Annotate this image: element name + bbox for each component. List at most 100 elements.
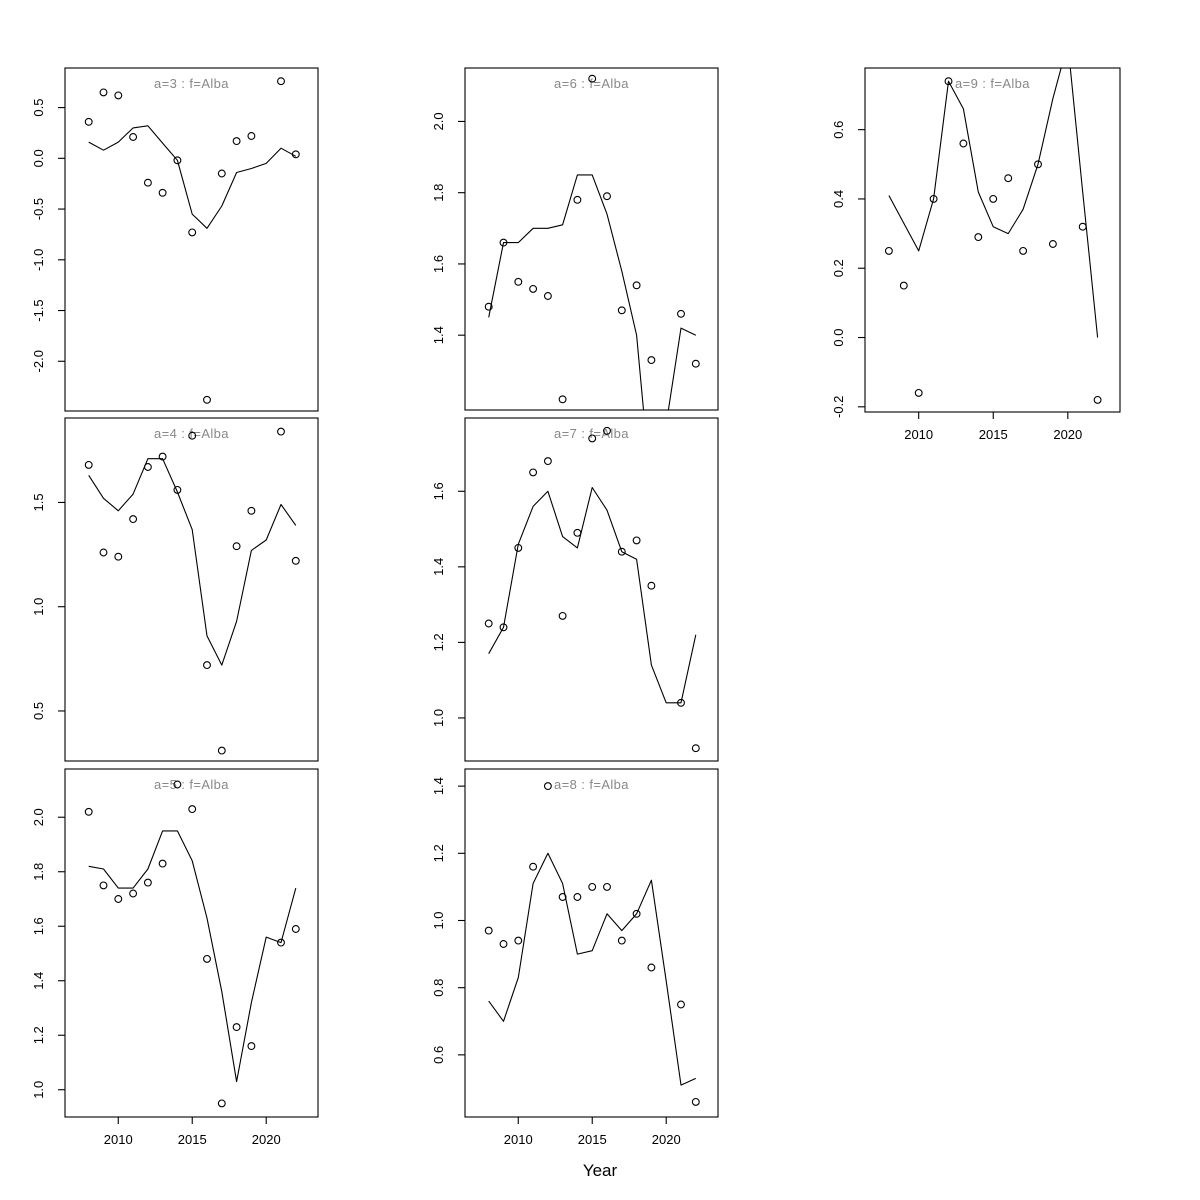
data-point: [588, 74, 597, 83]
data-point: [188, 805, 197, 814]
y-tick-label: -1.0: [31, 249, 46, 271]
panel-a6: a=6 : f=Alba 2.0 1.8 1.6 1.4: [431, 67, 719, 411]
data-point: [277, 938, 285, 947]
data-point: [203, 954, 211, 963]
data-point: [158, 859, 167, 868]
data-point: [84, 807, 93, 816]
data-point: [929, 194, 938, 203]
data-point: [529, 468, 538, 477]
x-tick-label: 2020: [252, 1132, 281, 1147]
data-point: [114, 552, 123, 561]
data-point: [884, 246, 893, 255]
panel-title: a=6 : f=Alba: [554, 76, 629, 91]
fit-line: [488, 486, 697, 704]
data-point: [247, 1042, 256, 1051]
data-point: [899, 281, 908, 290]
fit-line: [88, 830, 297, 1083]
data-point: [188, 228, 197, 237]
data-point: [691, 359, 700, 368]
data-point: [129, 889, 138, 898]
y-tick-label: 1.2: [431, 844, 446, 862]
data-point: [543, 782, 552, 791]
y-tick-label: -2.0: [31, 350, 46, 372]
panel-box: [64, 67, 319, 412]
y-tick-label: 1.4: [31, 972, 46, 990]
panel-a8: a=8 : f=Alba 1.4 1.2 1.0 0.8 0.6 2010 2015 2020: [431, 768, 719, 1147]
data-point: [203, 395, 211, 404]
data-point: [232, 1023, 241, 1032]
x-tick-label: 2015: [979, 427, 1008, 442]
data-point: [129, 133, 138, 141]
data-point: [232, 137, 241, 146]
data-point: [543, 457, 552, 466]
data-point: [914, 388, 923, 397]
panel-a3: a=3 : f=Alba 0.5 0.0 -0.5 -1.0 -1.5 -2.0: [31, 67, 319, 412]
data-point: [677, 1000, 685, 1009]
panel-a5: a=5 : f=Alba 2.0 1.8 1.6 1.4 1.2 1.0 2010 2015 20…: [31, 768, 319, 1147]
data-point: [188, 431, 197, 440]
y-tick-label: 0.6: [431, 1046, 446, 1064]
y-tick-label: 0.5: [31, 99, 46, 117]
data-point: [143, 878, 152, 887]
panel-box: [864, 67, 1121, 413]
data-point: [573, 893, 582, 901]
y-tick-label: -0.5: [31, 198, 46, 220]
fit-line: [488, 174, 697, 410]
data-point: [573, 195, 582, 204]
data-point: [217, 1099, 226, 1108]
data-point: [1034, 160, 1042, 169]
data-point: [203, 661, 211, 670]
panel-a9: a=9 : f=Alba 0.6 0.4 0.2 0.0 -0.2 2010 2015 2020: [831, 67, 1121, 442]
data-point: [84, 460, 93, 469]
data-point: [499, 623, 508, 632]
y-tick-label: 1.6: [431, 255, 446, 273]
data-point: [632, 536, 641, 545]
fit-line: [488, 852, 697, 1086]
data-point: [632, 281, 641, 290]
data-point: [217, 169, 226, 178]
data-point: [617, 547, 626, 556]
data-point: [173, 156, 182, 165]
y-tick-label: 1.0: [431, 709, 446, 727]
data-point: [558, 611, 567, 620]
data-point: [529, 862, 538, 871]
panel-title: a=4 : f=Alba: [154, 426, 229, 441]
data-point: [484, 926, 493, 935]
y-tick-label: 0.4: [831, 190, 846, 208]
data-point: [1078, 222, 1087, 231]
y-tick-label: 1.6: [31, 917, 46, 935]
data-point: [114, 91, 123, 100]
data-point: [247, 506, 256, 515]
data-point: [247, 132, 256, 140]
x-tick-label: 2015: [178, 1132, 207, 1147]
y-tick-label: 0.6: [831, 121, 846, 139]
data-point: [588, 434, 597, 443]
data-point: [1093, 395, 1102, 404]
data-point: [691, 744, 700, 753]
x-tick-label: 2010: [104, 1132, 133, 1147]
data-point: [291, 925, 300, 933]
data-point: [558, 893, 567, 901]
data-point: [617, 936, 626, 945]
y-tick-label: 1.0: [31, 1081, 46, 1099]
data-point: [603, 882, 611, 891]
data-point: [143, 463, 152, 471]
y-tick-label: 2.0: [31, 808, 46, 826]
panel-box: [64, 768, 319, 1118]
y-tick-label: 1.4: [431, 777, 446, 795]
data-point: [691, 1097, 700, 1106]
data-point: [944, 77, 953, 86]
data-point: [277, 427, 285, 436]
data-point: [499, 238, 508, 247]
data-point: [484, 302, 493, 311]
panel-title: a=5 : f=Alba: [154, 777, 229, 792]
data-point: [499, 940, 508, 948]
data-point: [514, 277, 523, 286]
data-point: [277, 77, 285, 86]
y-tick-label: 1.5: [31, 493, 46, 511]
y-tick-label: 1.0: [431, 911, 446, 929]
data-point: [603, 426, 611, 435]
data-point: [173, 780, 182, 789]
data-point: [677, 309, 685, 318]
